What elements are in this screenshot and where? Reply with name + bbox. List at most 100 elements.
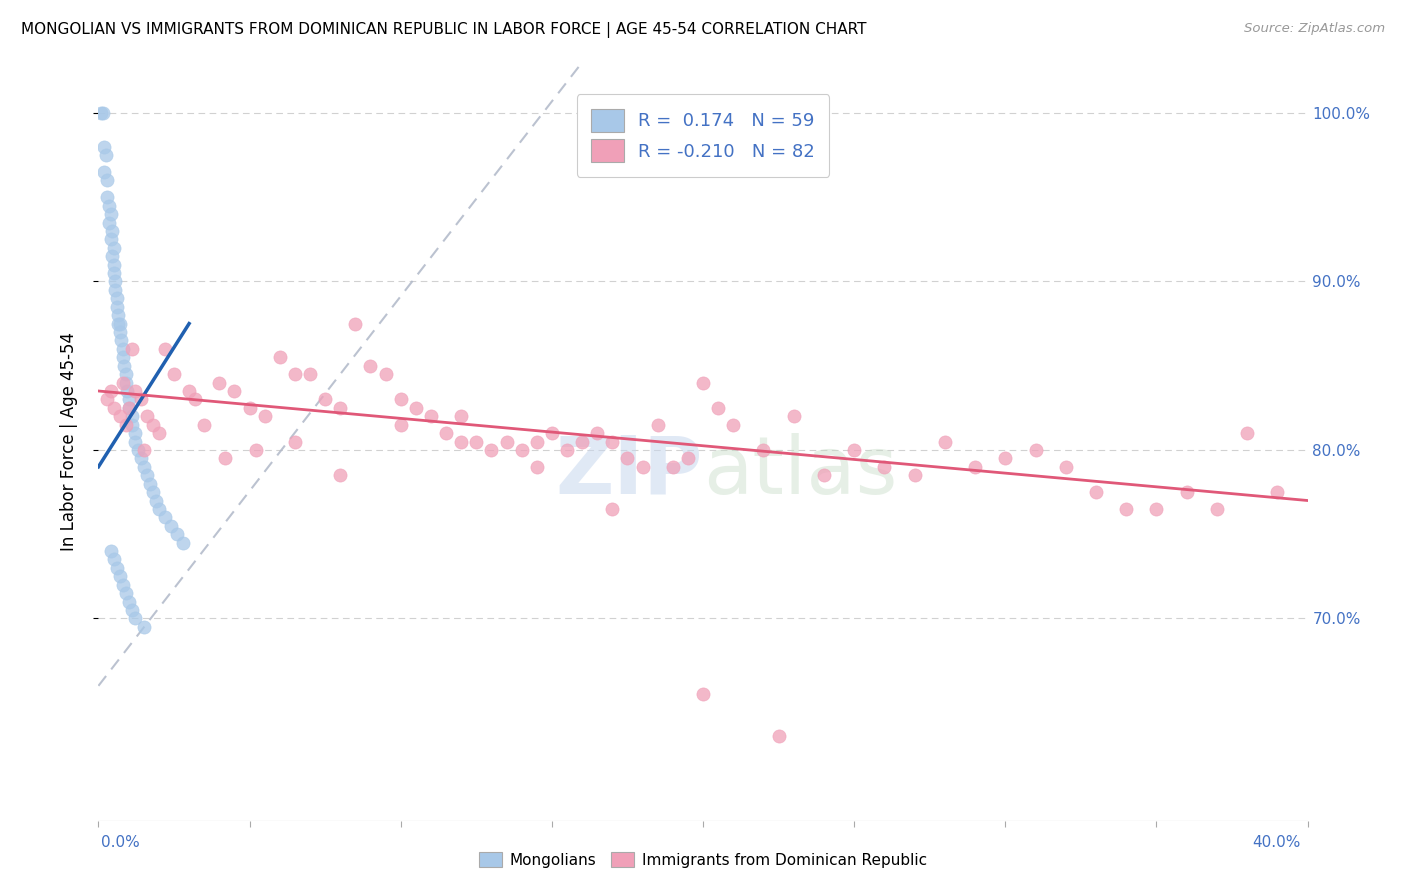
Point [100,384,122,398]
Point [571,434,593,449]
Point [239,401,262,415]
Point [153,510,176,524]
Point [121,342,143,356]
Text: 40.0%: 40.0% [1253,836,1301,850]
Point [768,730,790,744]
Point [214,451,236,466]
Point [344,317,367,331]
Point [389,417,412,432]
Point [148,502,170,516]
Point [96,173,118,187]
Point [91,106,114,120]
Point [269,351,291,365]
Point [132,620,155,634]
Point [114,367,136,381]
Point [118,594,141,608]
Point [111,351,134,365]
Point [101,224,124,238]
Legend: Mongolians, Immigrants from Dominican Republic: Mongolians, Immigrants from Dominican Re… [471,844,935,875]
Point [813,468,835,483]
Point [107,317,129,331]
Point [208,376,231,390]
Point [100,207,122,221]
Text: Source: ZipAtlas.com: Source: ZipAtlas.com [1244,22,1385,36]
Point [114,376,136,390]
Point [135,468,157,483]
Point [707,401,730,415]
Point [103,552,125,566]
Point [555,442,578,457]
Point [934,434,956,449]
Point [1146,502,1168,516]
Point [103,401,125,415]
Point [98,199,121,213]
Legend: R =  0.174   N = 59, R = -0.210   N = 82: R = 0.174 N = 59, R = -0.210 N = 82 [576,95,830,177]
Point [111,342,134,356]
Point [124,426,146,441]
Point [783,409,806,424]
Point [904,468,927,483]
Point [1175,485,1198,500]
Point [111,376,134,390]
Point [105,561,128,575]
Point [405,401,427,415]
Point [965,459,987,474]
Point [118,392,141,407]
Point [121,409,143,424]
Point [105,300,128,314]
Point [602,434,624,449]
Point [107,308,129,322]
Point [873,459,896,474]
Point [450,409,472,424]
Text: 0.0%: 0.0% [101,836,141,850]
Point [602,502,624,516]
Point [124,611,146,625]
Point [121,417,143,432]
Point [148,426,170,441]
Point [112,359,135,373]
Point [100,544,122,558]
Point [692,687,714,701]
Point [994,451,1017,466]
Point [661,459,683,474]
Point [284,367,307,381]
Point [90,106,112,120]
Point [115,384,138,398]
Point [132,459,155,474]
Point [104,283,127,297]
Point [108,569,131,583]
Text: MONGOLIAN VS IMMIGRANTS FROM DOMINICAN REPUBLIC IN LABOR FORCE | AGE 45-54 CORRE: MONGOLIAN VS IMMIGRANTS FROM DOMINICAN R… [21,22,866,38]
Point [465,434,488,449]
Point [526,459,548,474]
Point [1236,426,1258,441]
Point [692,376,714,390]
Point [360,359,382,373]
Point [129,392,152,407]
Point [108,325,131,339]
Point [374,367,396,381]
Point [752,442,775,457]
Point [94,148,117,162]
Point [160,518,183,533]
Point [163,367,186,381]
Point [245,442,267,457]
Point [253,409,276,424]
Point [124,384,146,398]
Point [108,317,131,331]
Point [540,426,562,441]
Point [166,527,188,541]
Point [129,451,152,466]
Point [676,451,699,466]
Point [179,384,201,398]
Point [114,417,136,432]
Point [104,275,127,289]
Point [1115,502,1137,516]
Point [616,451,638,466]
Point [510,442,533,457]
Text: atlas: atlas [703,433,897,511]
Point [723,417,745,432]
Point [1206,502,1229,516]
Point [118,401,141,415]
Point [1085,485,1108,500]
Point [844,442,866,457]
